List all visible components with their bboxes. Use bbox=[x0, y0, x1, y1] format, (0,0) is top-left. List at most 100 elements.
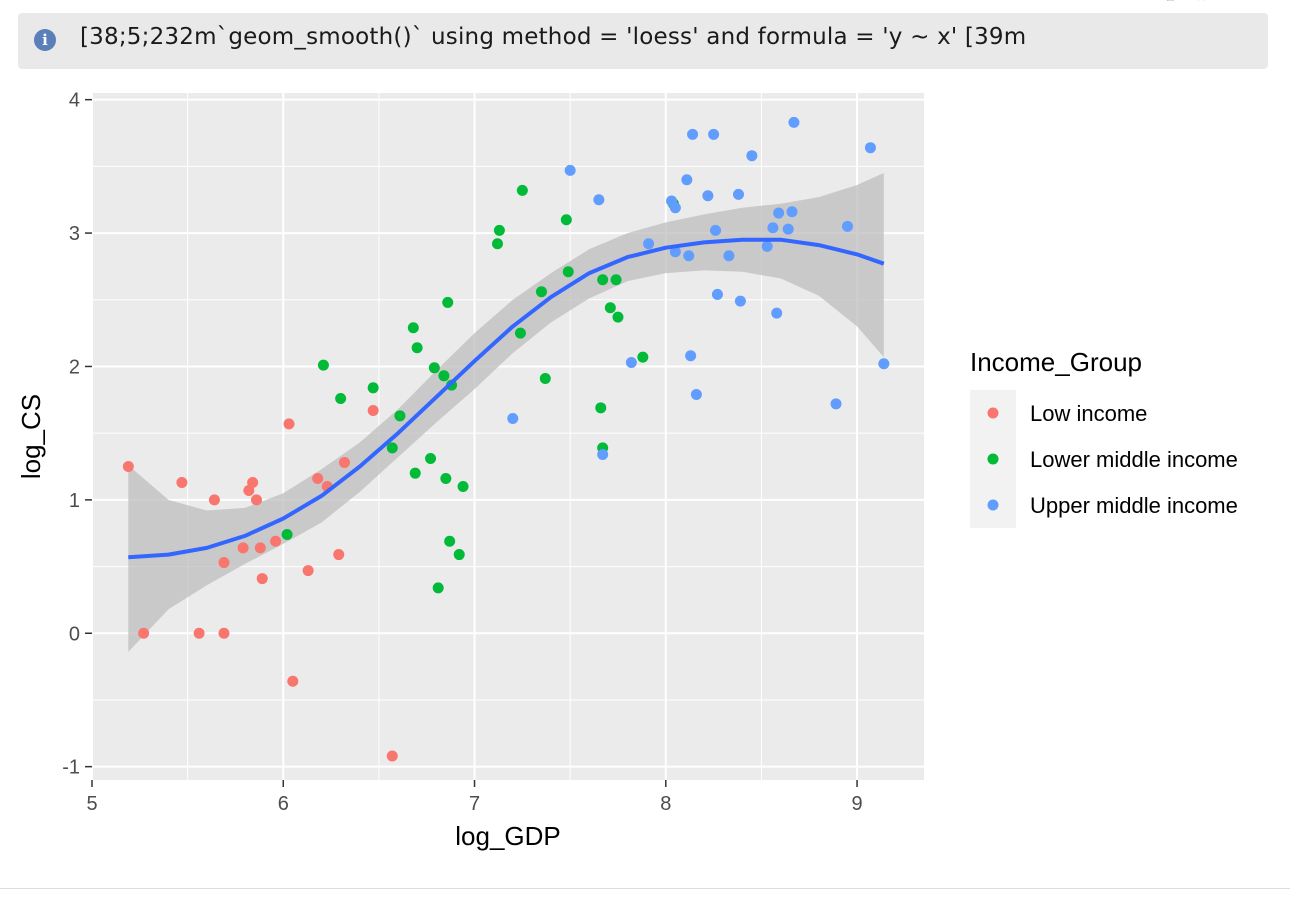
data-point bbox=[669, 202, 681, 214]
data-point bbox=[761, 240, 773, 252]
legend-key bbox=[987, 499, 999, 511]
info-icon: i bbox=[34, 29, 56, 51]
data-point bbox=[333, 549, 345, 561]
data-point bbox=[247, 477, 259, 489]
data-point bbox=[710, 224, 722, 236]
data-point bbox=[442, 296, 454, 308]
data-point bbox=[367, 382, 379, 394]
divider bbox=[0, 888, 1290, 889]
data-point bbox=[690, 388, 702, 400]
confidence-ribbon bbox=[128, 173, 884, 652]
data-point bbox=[428, 362, 440, 374]
data-point bbox=[734, 295, 746, 307]
data-point bbox=[535, 286, 547, 298]
data-point bbox=[841, 220, 853, 232]
legend-key bbox=[987, 407, 999, 419]
data-point bbox=[782, 223, 794, 235]
data-point bbox=[491, 238, 503, 250]
legend-label: Upper middle income bbox=[1030, 493, 1238, 518]
data-point bbox=[681, 174, 693, 186]
data-point bbox=[411, 342, 423, 354]
data-point bbox=[746, 150, 758, 162]
data-point bbox=[302, 565, 314, 577]
data-point bbox=[338, 457, 350, 469]
data-point bbox=[514, 327, 526, 339]
legend-title: Income_Group bbox=[970, 347, 1142, 377]
data-point bbox=[878, 358, 890, 370]
data-point bbox=[440, 473, 452, 485]
y-tick-label: 0 bbox=[69, 623, 80, 645]
data-point bbox=[256, 573, 268, 585]
legend-label: Lower middle income bbox=[1030, 447, 1238, 472]
data-point bbox=[539, 372, 551, 384]
data-point bbox=[788, 116, 800, 128]
data-point bbox=[562, 266, 574, 278]
data-point bbox=[773, 207, 785, 219]
y-tick-labels: -1 0 1 2 3 4 bbox=[62, 90, 80, 779]
x-tick-label: 7 bbox=[469, 793, 480, 815]
data-point bbox=[432, 582, 444, 594]
data-point bbox=[122, 461, 134, 473]
data-point bbox=[595, 402, 607, 414]
data-point bbox=[564, 164, 576, 176]
data-point bbox=[287, 675, 299, 687]
y-tick-label: -1 bbox=[62, 757, 80, 779]
x-tick-label: 8 bbox=[660, 793, 671, 815]
console-message-bar bbox=[18, 13, 1268, 69]
data-point bbox=[270, 535, 282, 547]
data-point bbox=[767, 222, 779, 234]
y-tick-label: 1 bbox=[69, 490, 80, 512]
scatter-points bbox=[122, 116, 890, 762]
y-tick-label: 3 bbox=[69, 223, 80, 245]
y-tick-label: 2 bbox=[69, 356, 80, 378]
y-tick-label: 4 bbox=[69, 90, 80, 112]
legend-label: Low income bbox=[1030, 401, 1147, 426]
data-point bbox=[453, 549, 465, 561]
data-point bbox=[493, 224, 505, 236]
x-axis-title: log_GDP bbox=[455, 821, 561, 851]
x-tick-label: 5 bbox=[86, 793, 97, 815]
data-point bbox=[786, 206, 798, 218]
data-point bbox=[612, 311, 624, 323]
x-tick-labels: 5 6 7 8 9 bbox=[86, 793, 862, 815]
data-point bbox=[409, 467, 421, 479]
data-point bbox=[367, 404, 379, 416]
data-point bbox=[643, 238, 655, 250]
console-message-text: [38;5;232m`geom_smooth()` using method =… bbox=[80, 24, 1027, 50]
data-point bbox=[669, 246, 681, 258]
data-point bbox=[708, 128, 720, 140]
window-controls: ⧉×✕ bbox=[1165, 0, 1262, 5]
x-tick-label: 9 bbox=[851, 793, 862, 815]
data-point bbox=[723, 250, 735, 262]
data-point bbox=[610, 274, 622, 286]
data-point bbox=[250, 494, 262, 506]
data-point bbox=[218, 557, 230, 569]
data-point bbox=[625, 356, 637, 368]
data-point bbox=[425, 453, 437, 465]
data-point bbox=[711, 288, 723, 300]
loess-smooth-line bbox=[128, 237, 885, 560]
data-point bbox=[516, 184, 528, 196]
data-point bbox=[597, 274, 609, 286]
data-point bbox=[218, 627, 230, 639]
data-point bbox=[335, 392, 347, 404]
data-point bbox=[444, 535, 456, 547]
legend: Low income Lower middle income Upper middl… bbox=[987, 401, 1238, 518]
data-point bbox=[771, 307, 783, 319]
axis-ticks bbox=[85, 98, 858, 787]
data-point bbox=[597, 449, 609, 461]
data-point bbox=[176, 477, 188, 489]
data-point bbox=[685, 350, 697, 362]
data-point bbox=[317, 359, 329, 371]
data-point bbox=[864, 142, 876, 154]
data-point bbox=[507, 412, 519, 424]
data-point bbox=[604, 302, 616, 314]
data-point bbox=[687, 128, 699, 140]
data-point bbox=[407, 322, 419, 334]
legend-key bbox=[987, 453, 999, 465]
data-point bbox=[208, 494, 220, 506]
data-point bbox=[386, 750, 398, 762]
data-point bbox=[732, 188, 744, 200]
plot-panel bbox=[92, 93, 924, 780]
